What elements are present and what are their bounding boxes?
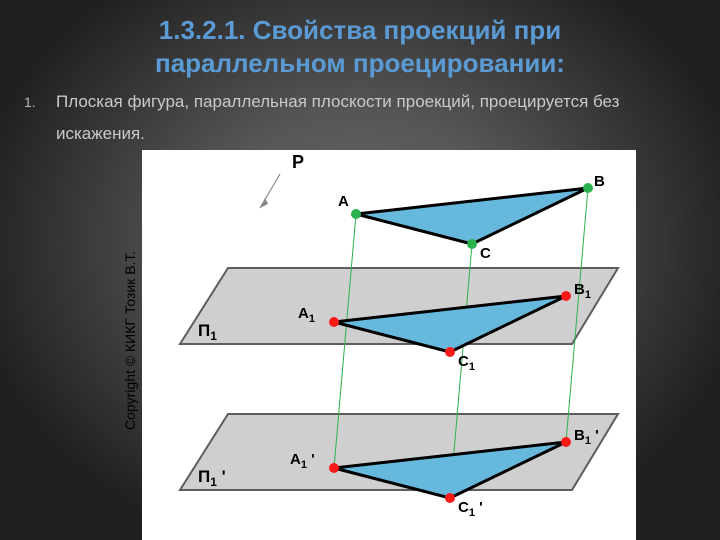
list-number: 1. — [24, 94, 36, 110]
slide-title: 1.3.2.1. Свойства проекций при параллель… — [0, 14, 720, 79]
body-text: Плоская фигура, параллельная плоскости п… — [56, 86, 696, 151]
title-line2: параллельном проецировании: — [155, 48, 565, 78]
svg-text:C1 ': C1 ' — [458, 499, 483, 519]
svg-text:P: P — [292, 152, 304, 172]
svg-text:C1: C1 — [458, 353, 475, 373]
body-line2: искажения. — [56, 124, 145, 143]
title-line1: 1.3.2.1. Свойства проекций при — [159, 15, 561, 45]
svg-text:B: B — [594, 173, 605, 190]
diagram-figure: Copyright © КИКГ Тозик В.Т. PП1П1 'ABCA1… — [142, 150, 636, 540]
svg-text:A: A — [338, 193, 349, 210]
svg-text:C: C — [480, 245, 491, 262]
body-line1: Плоская фигура, параллельная плоскости п… — [56, 92, 619, 111]
copyright-text: Copyright © КИКГ Тозик В.Т. — [122, 251, 138, 430]
diagram-svg: PП1П1 'ABCA1B1C1A1 'B1 'C1 ' — [142, 150, 636, 540]
